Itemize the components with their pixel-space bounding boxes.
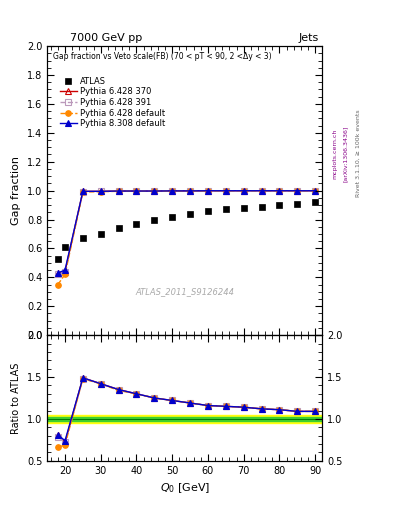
- Pythia 8.308 default: [188, 188, 193, 194]
- X-axis label: $Q_0$ [GeV]: $Q_0$ [GeV]: [160, 481, 210, 495]
- Text: mcplots.cern.ch: mcplots.cern.ch: [332, 129, 337, 179]
- Pythia 6.428 391: [241, 188, 246, 194]
- Pythia 6.428 391: [55, 271, 60, 278]
- Pythia 6.428 391: [277, 188, 282, 194]
- Pythia 8.308 default: [116, 188, 121, 194]
- ATLAS: [259, 203, 264, 209]
- Pythia 6.428 391: [134, 188, 139, 194]
- Pythia 8.308 default: [62, 267, 67, 273]
- Pythia 6.428 default: [81, 189, 85, 195]
- Pythia 8.308 default: [152, 188, 157, 194]
- Text: 7000 GeV pp: 7000 GeV pp: [70, 33, 142, 44]
- Pythia 6.428 370: [152, 188, 157, 194]
- ATLAS: [295, 201, 299, 207]
- Y-axis label: Gap fraction: Gap fraction: [11, 156, 21, 225]
- Line: Pythia 8.308 default: Pythia 8.308 default: [55, 188, 318, 276]
- Pythia 6.428 370: [62, 268, 67, 274]
- ATLAS: [277, 202, 282, 208]
- Pythia 6.428 391: [62, 268, 67, 274]
- Pythia 6.428 default: [241, 188, 246, 194]
- Text: Gap fraction vs Veto scale(FB) (70 < pT < 90, 2 <Δy < 3): Gap fraction vs Veto scale(FB) (70 < pT …: [53, 52, 271, 61]
- Pythia 6.428 391: [224, 188, 228, 194]
- Pythia 6.428 370: [188, 188, 193, 194]
- Pythia 6.428 391: [170, 188, 174, 194]
- Pythia 6.428 370: [224, 188, 228, 194]
- Pythia 6.428 default: [55, 282, 60, 288]
- Pythia 8.308 default: [277, 188, 282, 194]
- Pythia 6.428 default: [295, 188, 299, 194]
- Pythia 6.428 391: [295, 188, 299, 194]
- Pythia 6.428 default: [116, 188, 121, 195]
- ATLAS: [206, 208, 210, 214]
- Pythia 6.428 391: [116, 188, 121, 194]
- Line: Pythia 6.428 370: Pythia 6.428 370: [55, 188, 318, 276]
- Pythia 8.308 default: [259, 188, 264, 194]
- Pythia 8.308 default: [81, 188, 85, 195]
- ATLAS: [98, 231, 103, 237]
- Text: Rivet 3.1.10, ≥ 100k events: Rivet 3.1.10, ≥ 100k events: [356, 110, 361, 198]
- Pythia 8.308 default: [134, 188, 139, 194]
- ATLAS: [55, 255, 60, 262]
- Pythia 6.428 391: [98, 188, 103, 195]
- Pythia 8.308 default: [55, 270, 60, 276]
- Legend: ATLAS, Pythia 6.428 370, Pythia 6.428 391, Pythia 6.428 default, Pythia 8.308 de: ATLAS, Pythia 6.428 370, Pythia 6.428 39…: [57, 73, 169, 132]
- Pythia 6.428 default: [98, 188, 103, 195]
- Text: [arXiv:1306.3436]: [arXiv:1306.3436]: [343, 125, 348, 182]
- Pythia 6.428 default: [188, 188, 193, 194]
- ATLAS: [313, 199, 318, 205]
- Text: ATLAS_2011_S9126244: ATLAS_2011_S9126244: [135, 287, 234, 296]
- ATLAS: [134, 221, 139, 227]
- Pythia 6.428 370: [259, 188, 264, 194]
- Pythia 6.428 default: [152, 188, 157, 194]
- Pythia 6.428 370: [295, 188, 299, 194]
- ATLAS: [224, 206, 228, 212]
- Pythia 6.428 370: [81, 188, 85, 195]
- Pythia 6.428 default: [277, 188, 282, 194]
- Pythia 6.428 370: [98, 188, 103, 195]
- Line: ATLAS: ATLAS: [55, 199, 318, 261]
- Pythia 6.428 391: [259, 188, 264, 194]
- Pythia 6.428 391: [206, 188, 210, 194]
- Pythia 6.428 370: [55, 270, 60, 276]
- Pythia 6.428 370: [134, 188, 139, 194]
- Pythia 6.428 370: [116, 188, 121, 194]
- Pythia 6.428 391: [152, 188, 157, 194]
- Pythia 6.428 default: [259, 188, 264, 194]
- Pythia 6.428 391: [188, 188, 193, 194]
- Pythia 8.308 default: [241, 188, 246, 194]
- ATLAS: [188, 210, 193, 217]
- ATLAS: [62, 244, 67, 250]
- Line: Pythia 6.428 default: Pythia 6.428 default: [55, 188, 318, 287]
- Pythia 6.428 391: [81, 188, 85, 195]
- ATLAS: [241, 205, 246, 211]
- Pythia 6.428 370: [206, 188, 210, 194]
- ATLAS: [170, 214, 174, 220]
- Y-axis label: Ratio to ATLAS: Ratio to ATLAS: [11, 362, 21, 434]
- Pythia 8.308 default: [295, 188, 299, 194]
- Line: Pythia 6.428 391: Pythia 6.428 391: [55, 188, 318, 277]
- Pythia 6.428 370: [241, 188, 246, 194]
- Pythia 6.428 default: [170, 188, 174, 194]
- Pythia 8.308 default: [170, 188, 174, 194]
- Pythia 8.308 default: [224, 188, 228, 194]
- Pythia 6.428 default: [134, 188, 139, 194]
- ATLAS: [116, 225, 121, 231]
- Pythia 6.428 default: [313, 188, 318, 194]
- ATLAS: [152, 217, 157, 223]
- Pythia 6.428 391: [313, 188, 318, 194]
- Pythia 6.428 370: [277, 188, 282, 194]
- Pythia 6.428 370: [313, 188, 318, 194]
- Text: Jets: Jets: [298, 33, 318, 44]
- Pythia 6.428 default: [224, 188, 228, 194]
- Pythia 8.308 default: [313, 188, 318, 194]
- Pythia 8.308 default: [98, 188, 103, 195]
- Pythia 6.428 default: [206, 188, 210, 194]
- ATLAS: [81, 235, 85, 241]
- Pythia 6.428 default: [62, 271, 67, 278]
- Pythia 6.428 370: [170, 188, 174, 194]
- Pythia 8.308 default: [206, 188, 210, 194]
